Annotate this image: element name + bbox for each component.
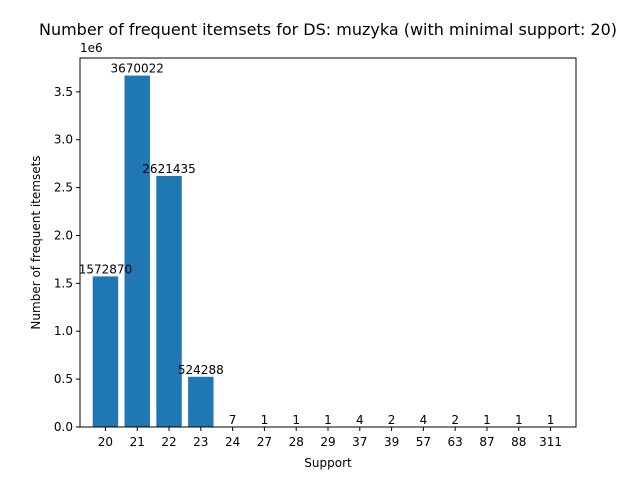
x-tick-label-87: 87 bbox=[479, 435, 494, 449]
data-label-23: 524288 bbox=[178, 363, 224, 377]
x-tick-label-28: 28 bbox=[289, 435, 304, 449]
y-tick-label-0: 0.0 bbox=[54, 420, 73, 434]
data-label-311: 1 bbox=[547, 413, 555, 427]
data-label-20: 1572870 bbox=[79, 262, 132, 276]
x-tick-label-29: 29 bbox=[320, 435, 335, 449]
y-tick-label-2: 1.0 bbox=[54, 324, 73, 338]
x-tick-label-63: 63 bbox=[448, 435, 463, 449]
y-tick-label-5: 2.5 bbox=[54, 181, 73, 195]
x-tick-label-21: 21 bbox=[130, 435, 145, 449]
data-label-63: 2 bbox=[451, 413, 459, 427]
y-tick-label-4: 2.0 bbox=[54, 228, 73, 242]
y-axis-label: Number of frequent itemsets bbox=[29, 155, 43, 329]
x-tick-label-57: 57 bbox=[416, 435, 431, 449]
data-label-22: 2621435 bbox=[142, 162, 195, 176]
y-axis-offset-label: 1e6 bbox=[80, 41, 103, 55]
y-tick-label-3: 1.5 bbox=[54, 276, 73, 290]
data-label-28: 1 bbox=[292, 413, 300, 427]
x-tick-label-39: 39 bbox=[384, 435, 399, 449]
bar-21 bbox=[124, 75, 150, 428]
y-tick-label-6: 3.0 bbox=[54, 133, 73, 147]
bar-22 bbox=[156, 175, 182, 427]
data-label-27: 1 bbox=[261, 413, 269, 427]
x-tick-label-88: 88 bbox=[511, 435, 526, 449]
x-tick-label-311: 311 bbox=[539, 435, 562, 449]
x-tick-label-23: 23 bbox=[193, 435, 208, 449]
data-label-57: 4 bbox=[420, 413, 428, 427]
data-label-24: 7 bbox=[229, 413, 237, 427]
x-axis-label: Support bbox=[304, 456, 352, 470]
y-tick-label-1: 0.5 bbox=[54, 372, 73, 386]
data-label-88: 1 bbox=[515, 413, 523, 427]
y-tick-label-7: 3.5 bbox=[54, 85, 73, 99]
x-tick-label-37: 37 bbox=[352, 435, 367, 449]
data-label-29: 1 bbox=[324, 413, 332, 427]
data-label-37: 4 bbox=[356, 413, 364, 427]
x-tick-label-22: 22 bbox=[161, 435, 176, 449]
x-tick-label-27: 27 bbox=[257, 435, 272, 449]
x-tick-label-24: 24 bbox=[225, 435, 240, 449]
data-label-21: 3670022 bbox=[111, 62, 164, 76]
bar-23 bbox=[188, 376, 214, 427]
data-label-87: 1 bbox=[483, 413, 491, 427]
x-tick-label-20: 20 bbox=[98, 435, 113, 449]
bar-20 bbox=[92, 276, 119, 427]
data-label-39: 2 bbox=[388, 413, 396, 427]
chart-title: Number of frequent itemsets for DS: muzy… bbox=[39, 20, 617, 39]
